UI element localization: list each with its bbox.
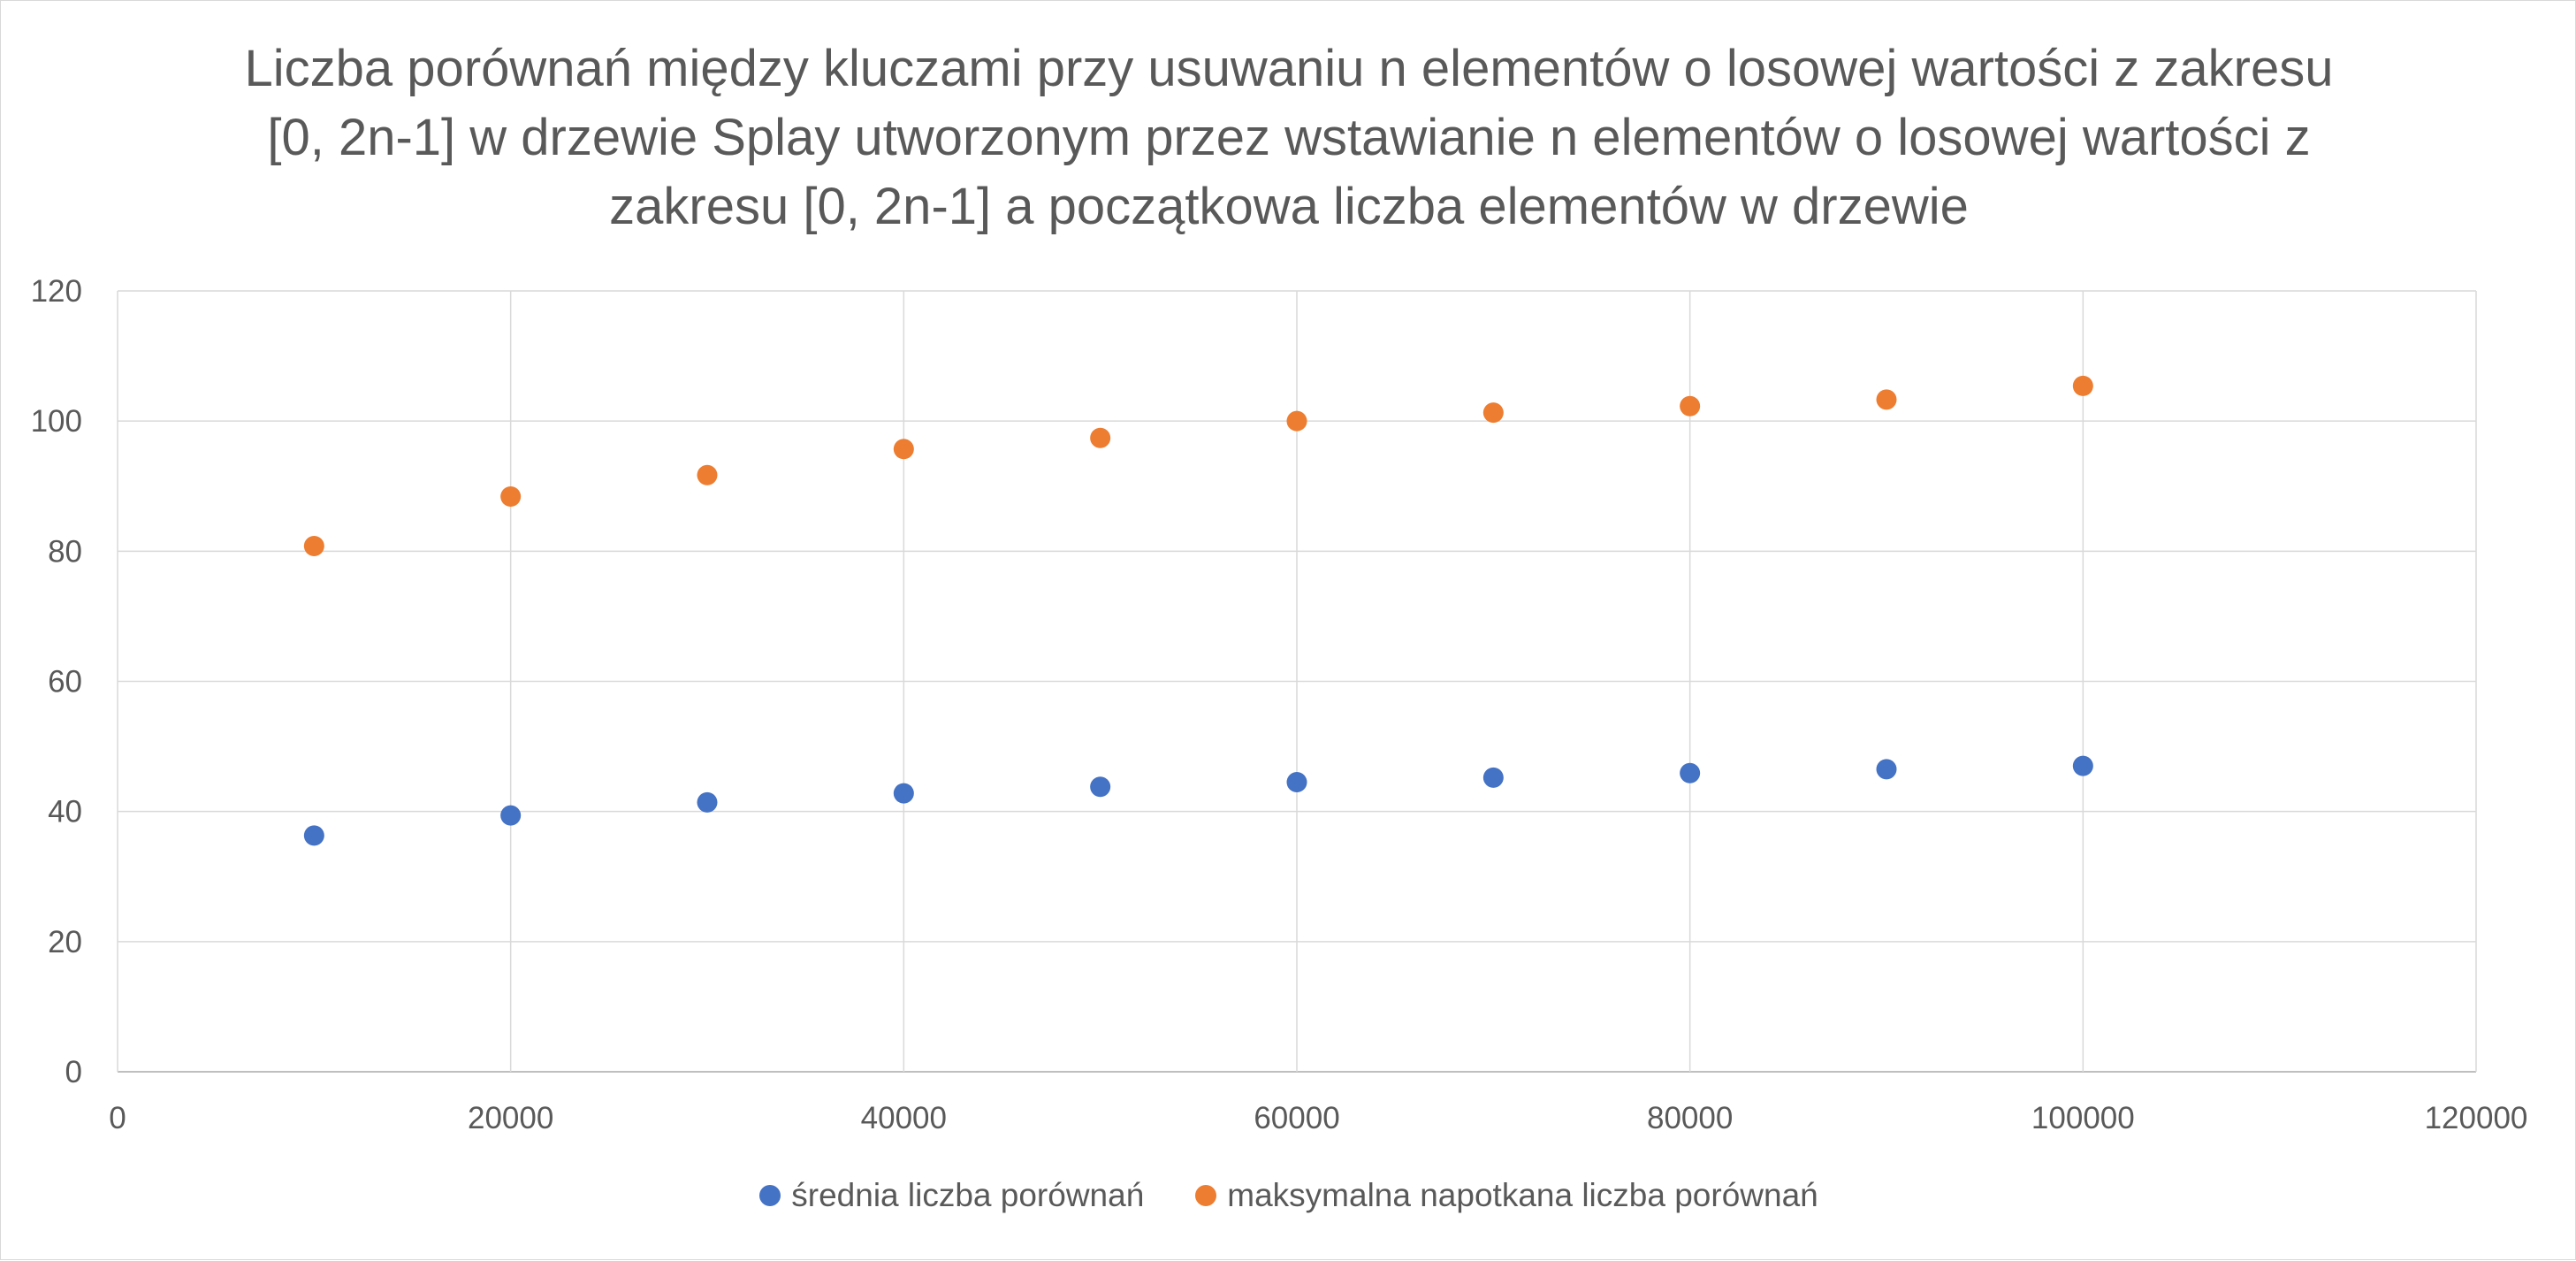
series-0-point (1876, 759, 1897, 780)
y-tick-label: 60 (48, 665, 82, 699)
y-tick-label: 80 (48, 534, 82, 569)
tick-layer: 0 20 40 60 80 100 120 0 20000 40000 60000 80000 1000… (31, 274, 2528, 1135)
x-tick-label: 40000 (861, 1101, 947, 1135)
series-0-point (893, 783, 914, 804)
series-1-point (1090, 427, 1111, 448)
legend: średnia liczba porównań maksymalna napot… (1, 1177, 2576, 1214)
legend-label-series-0: średnia liczba porównań (791, 1177, 1145, 1213)
y-tick-label: 100 (31, 404, 82, 439)
series-1-point (2072, 375, 2093, 396)
legend-label-series-1: maksymalna napotkana liczba porównań (1227, 1177, 1818, 1213)
x-tick-label: 120000 (2425, 1101, 2528, 1135)
y-tick-label: 40 (48, 795, 82, 829)
chart-title: Liczba porównań między kluczami przy usu… (244, 40, 2334, 235)
series-1-point (893, 439, 914, 460)
series-0-point (1482, 767, 1504, 788)
y-tick-label: 20 (48, 925, 82, 959)
y-tick-label: 120 (31, 274, 82, 309)
series-0-point (2072, 755, 2093, 776)
series-1-point (500, 486, 522, 508)
series-1-point (1876, 389, 1897, 410)
legend-marker-series-1 (1195, 1185, 1217, 1206)
series-0-point (500, 805, 522, 826)
series-1-point (1680, 395, 1701, 417)
legend-item-series-0: średnia liczba porównań (759, 1177, 1144, 1214)
x-tick-label: 60000 (1254, 1101, 1339, 1135)
x-tick-label: 100000 (2031, 1101, 2135, 1135)
series-1-point (697, 464, 718, 485)
grid-layer (117, 290, 2477, 1073)
series-1-point (303, 535, 324, 556)
x-tick-label: 20000 (468, 1101, 553, 1135)
x-tick-label: 80000 (1647, 1101, 1733, 1135)
legend-marker-series-0 (759, 1185, 781, 1206)
series-0-point (1286, 772, 1307, 793)
y-tick-label: 0 (65, 1055, 82, 1089)
series-0-point (1090, 776, 1111, 798)
series-0-point (697, 791, 718, 813)
legend-item-series-1: maksymalna napotkana liczba porównań (1195, 1177, 1818, 1214)
series-0-point (303, 825, 324, 846)
series-1-point (1482, 402, 1504, 424)
point-layer (303, 375, 2093, 846)
x-tick-label: 0 (109, 1101, 126, 1135)
series-1-point (1286, 410, 1307, 432)
series-0-point (1680, 762, 1701, 783)
